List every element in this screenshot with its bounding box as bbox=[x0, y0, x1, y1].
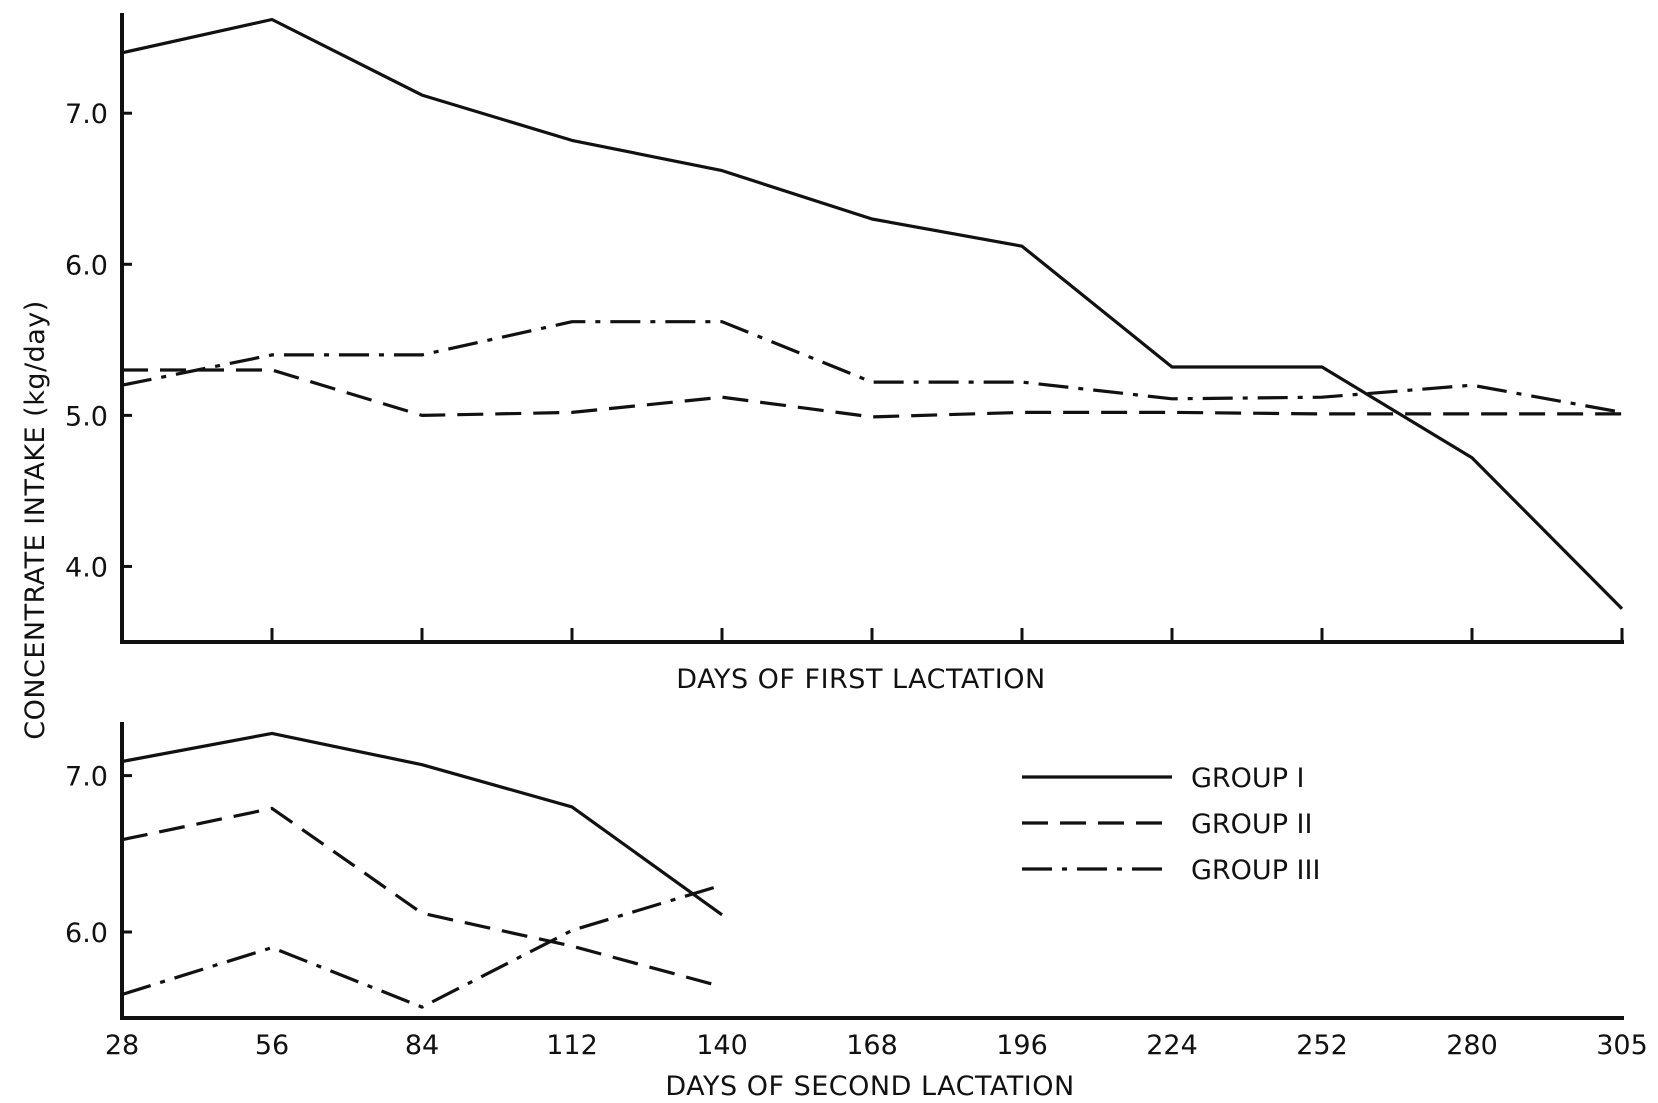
first-series-group-i bbox=[121, 17, 1624, 610]
y-tick-label: 4.0 bbox=[65, 552, 108, 583]
x-tick-label: 140 bbox=[696, 1030, 748, 1061]
x-tick-label: 224 bbox=[1146, 1030, 1198, 1061]
legend-label: GROUP I bbox=[1191, 763, 1305, 794]
first-lactation-panel: 4.0 5.0 6.0 7.0 bbox=[65, 13, 1624, 644]
x-tick-label: 28 bbox=[105, 1030, 139, 1061]
second-series-group-ii bbox=[121, 806, 723, 989]
x-tick-label: 168 bbox=[846, 1030, 898, 1061]
x-tick-label: 196 bbox=[996, 1030, 1048, 1061]
y-tick-label: 6.0 bbox=[65, 250, 108, 281]
y-axis-title: CONCENTRATE INTAKE (kg/day) bbox=[20, 300, 51, 740]
second-series-group-i bbox=[121, 731, 723, 917]
x-axis-title-second-lactation: DAYS OF SECOND LACTATION bbox=[665, 1071, 1074, 1102]
legend: GROUP I GROUP II GROUP III bbox=[1022, 763, 1320, 886]
second-lactation-panel: 28 56 84 112 140 168 196 224 252 280 305 6.0 7.0 bbox=[65, 722, 1648, 1061]
y-tick-label: 5.0 bbox=[65, 401, 108, 432]
x-tick-label: 305 bbox=[1596, 1030, 1648, 1061]
y-tick-label: 7.0 bbox=[65, 99, 108, 130]
x-tick-label: 84 bbox=[405, 1030, 439, 1061]
legend-label: GROUP II bbox=[1191, 809, 1313, 840]
x-tick-label: 112 bbox=[546, 1030, 598, 1061]
first-series-group-iii bbox=[121, 320, 1623, 414]
second-series-group-iii bbox=[121, 883, 723, 1009]
first-series-group-ii bbox=[122, 368, 1622, 419]
x-tick-label: 280 bbox=[1446, 1030, 1498, 1061]
legend-label: GROUP III bbox=[1191, 855, 1320, 886]
y-tick-label: 6.0 bbox=[65, 918, 108, 949]
x-tick-label: 56 bbox=[255, 1030, 289, 1061]
y-tick-label: 7.0 bbox=[65, 762, 108, 793]
x-tick-label: 252 bbox=[1296, 1030, 1348, 1061]
x-axis-title-first-lactation: DAYS OF FIRST LACTATION bbox=[676, 664, 1045, 695]
